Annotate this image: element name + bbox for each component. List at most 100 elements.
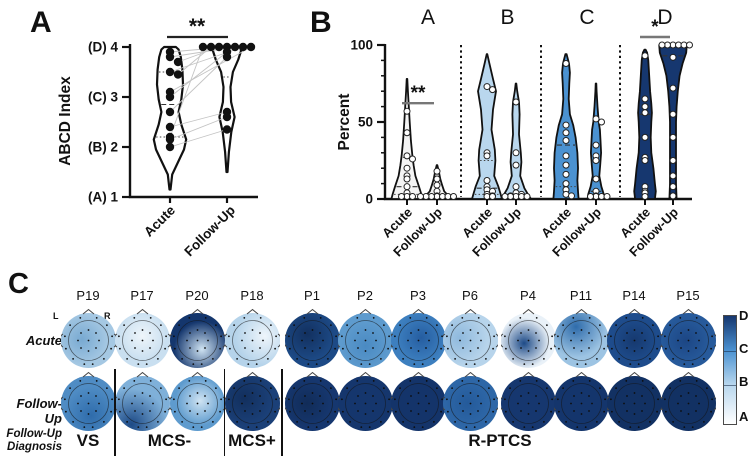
electrode-dot xyxy=(531,363,534,365)
electrode-dot xyxy=(311,339,313,342)
topoplot-P17-acute xyxy=(114,308,170,368)
right-ear-outline xyxy=(495,333,498,348)
electrode-dot xyxy=(424,410,427,412)
nose-outline xyxy=(464,371,476,378)
electrode-dot xyxy=(196,339,198,342)
panel-a-ylabel: ABCD Index xyxy=(57,76,74,166)
data-point xyxy=(669,183,677,191)
scalp-circle-outline xyxy=(291,383,333,424)
electrode-dot xyxy=(575,363,578,365)
electrode-dot xyxy=(439,347,442,350)
electrode-dot xyxy=(109,347,112,350)
electrode-dot xyxy=(109,410,112,413)
electrode-dot xyxy=(424,332,427,334)
electrode-dot xyxy=(240,339,243,342)
electrode-dot xyxy=(374,402,377,405)
left-ear-outline xyxy=(224,333,227,348)
electrode-dot xyxy=(359,426,362,428)
electrode-dot xyxy=(251,329,253,331)
electrode-dot xyxy=(394,410,397,413)
electrode-dot xyxy=(412,363,415,365)
data-point xyxy=(587,193,594,200)
electrode-dot xyxy=(63,398,66,401)
electrode-dot xyxy=(141,329,143,331)
nose-outline xyxy=(359,371,371,378)
electrode-dot xyxy=(417,402,419,405)
electrode-dot xyxy=(527,413,529,415)
panel-a-ytick-label: (B) 2 xyxy=(88,140,118,155)
electrode-dot xyxy=(628,426,631,428)
electrode-dot xyxy=(163,347,166,350)
electrode-dot xyxy=(243,347,246,349)
electrode-dot xyxy=(333,410,336,413)
electrode-dot xyxy=(141,402,143,405)
electrode-dot xyxy=(633,329,635,331)
nose-outline xyxy=(359,308,371,315)
electrode-dot xyxy=(477,317,480,319)
electrode-dot xyxy=(117,335,120,338)
electrode-dot xyxy=(679,410,682,412)
electrode-dot xyxy=(534,347,537,349)
electrode-dot xyxy=(355,380,358,382)
electrode-dot xyxy=(318,410,321,412)
topoplot-P1-acute xyxy=(284,308,340,368)
left-ear-outline xyxy=(606,333,609,348)
electrode-dot xyxy=(364,402,366,405)
electrode-dot xyxy=(445,398,448,401)
electrode-dot xyxy=(303,347,306,349)
electrode-dot xyxy=(545,324,548,326)
electrode-dot xyxy=(110,398,113,401)
electrode-dot xyxy=(633,392,635,394)
electrode-dot xyxy=(398,324,401,326)
electrode-dot xyxy=(274,335,277,338)
electrode-dot xyxy=(311,413,313,415)
electrode-dot xyxy=(705,387,708,389)
panel-b-ytick-label: 50 xyxy=(358,115,373,130)
electrode-dot xyxy=(518,380,521,382)
electrode-dot xyxy=(633,402,635,405)
electrode-dot xyxy=(550,335,553,338)
electrode-dot xyxy=(648,421,651,423)
electrode-dot xyxy=(258,410,261,412)
scalp-circle-outline xyxy=(176,383,218,424)
electrode-dot xyxy=(453,421,456,423)
electrode-dot xyxy=(542,358,545,360)
data-point xyxy=(641,95,649,103)
electrode-dot xyxy=(473,363,476,365)
electrode-dot xyxy=(508,387,511,389)
electrode-dot xyxy=(371,347,374,349)
electrode-dot xyxy=(87,329,89,331)
electrode-dot xyxy=(534,395,537,397)
panel-b-sig-stars: * xyxy=(651,17,659,38)
electrode-dot xyxy=(503,335,506,338)
orientation-right-label: R xyxy=(104,311,111,321)
electrode-dot xyxy=(476,347,479,349)
electrode-dot xyxy=(503,398,506,401)
electrode-dot xyxy=(580,329,582,331)
left-ear-outline xyxy=(60,396,63,411)
electrode-dot xyxy=(705,324,708,326)
electrode-dot xyxy=(258,347,261,349)
electrode-dot xyxy=(504,410,507,413)
electrode-dot xyxy=(695,317,698,319)
electrode-dot xyxy=(368,363,371,365)
electrode-dot xyxy=(95,380,98,382)
head-outline xyxy=(606,308,662,365)
electrode-dot xyxy=(191,426,194,428)
electrode-dot xyxy=(535,317,538,319)
electrode-dot xyxy=(460,380,463,382)
electrode-dot xyxy=(243,332,246,334)
diagnosis-group-divider xyxy=(223,369,226,456)
data-point xyxy=(398,193,405,200)
electrode-dot xyxy=(148,395,151,397)
electrode-dot xyxy=(664,410,667,413)
data-point xyxy=(562,129,570,137)
topoplot-P4-acute xyxy=(500,308,556,368)
right-ear-outline xyxy=(495,396,498,411)
electrode-dot xyxy=(412,426,415,428)
electrode-dot xyxy=(421,426,424,428)
electrode-dot xyxy=(664,347,667,350)
electrode-dot xyxy=(345,387,348,389)
electrode-dot xyxy=(240,402,243,405)
